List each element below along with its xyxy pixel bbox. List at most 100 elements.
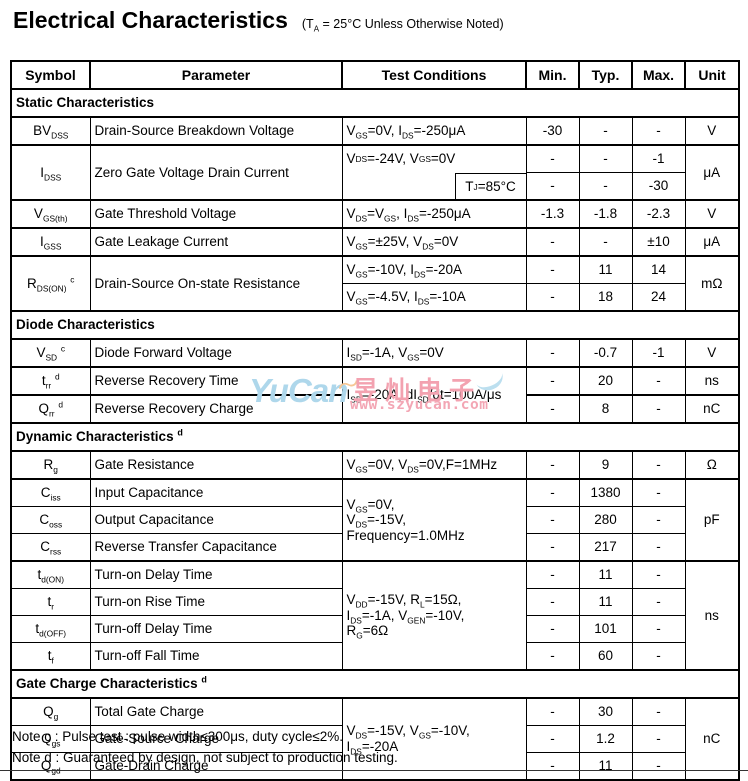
table-row: Qg Total Gate Charge VDS=-15V, VGS=-10V, ID… [10, 697, 740, 781]
parameter-cell: Turn-off Delay Time [89, 615, 343, 643]
value-cell: - [631, 116, 686, 146]
value-cell: - [631, 752, 686, 781]
unit-cell: Ω [684, 450, 740, 480]
parameter-cell: Total Gate Charge [89, 697, 343, 726]
electrical-characteristics-table: Symbol Parameter Test Conditions Min. Ty… [10, 60, 740, 781]
value-cell: - [631, 533, 686, 562]
value-cell: 280 [578, 506, 633, 534]
parameter-cell: Reverse Transfer Capacitance [89, 533, 343, 562]
page-title-condition-note: (TA = 25°C Unless Otherwise Noted) [301, 17, 504, 34]
page-bottom-divider [0, 770, 748, 771]
section-title: Gate Charge Characteristics d [10, 669, 740, 699]
conditions-cell: VGS=0V, IDS=-250μA [341, 116, 527, 146]
value-cell: - [525, 697, 580, 726]
table-row: VGS=-4.5V, IDS=-10A -18 24 [11, 283, 739, 312]
table-row: tf Turn-off Fall Time -60- [10, 642, 739, 671]
value-cell: - [631, 366, 686, 396]
value-cell: - [525, 752, 580, 781]
column-header-test-conditions: Test Conditions [341, 60, 527, 90]
parameter-cell: Turn-off Fall Time [89, 642, 343, 671]
section-title: Diode Characteristics [10, 310, 740, 340]
symbol-cell: Crss [10, 533, 91, 562]
conditions-cell: V DS =-24V, V GS =0V T J =85°C [341, 144, 527, 201]
section-title: Static Characteristics [10, 88, 740, 118]
value-cell: 14 [631, 255, 686, 284]
conditions-cell: VDS=-15V, VGS=-10V, IDS=-20A [341, 697, 527, 781]
table-row: Ciss Input Capacitance VGS=0V, VDS=-15V, Fre… [10, 478, 740, 562]
column-header-min: Min. [525, 60, 580, 90]
parameter-cell: Gate-Source Charge [89, 725, 343, 753]
table-row: Qgs Gate-Source Charge -1.2- [10, 725, 739, 753]
value-cell: - [525, 366, 580, 396]
value-cell: - [631, 450, 686, 480]
value-cell: - [578, 172, 633, 201]
value-cell: - [525, 172, 580, 201]
symbol-cell: trr d [10, 366, 91, 396]
value-cell: - [525, 533, 580, 562]
value-cell: - [525, 450, 580, 480]
symbol-cell: td(ON) [10, 560, 91, 589]
unit-cell: mΩ [684, 255, 740, 312]
parameter-cell: Zero Gate Voltage Drain Current [89, 144, 343, 201]
symbol-cell: BVDSS [10, 116, 91, 146]
conditions-cell: VGS=0V, VDS=0V,F=1MHz [341, 450, 527, 480]
parameter-cell: Reverse Recovery Time [89, 366, 343, 396]
symbol-cell: Ciss [10, 478, 91, 507]
column-header-unit: Unit [684, 60, 740, 90]
table-row: BVDSS Drain-Source Breakdown Voltage VGS=0… [10, 116, 740, 146]
unit-cell: pF [684, 478, 740, 562]
conditions-cell: VDD=-15V, RL=15Ω, IDS=-1A, VGEN=-10V, RG=6… [341, 560, 527, 671]
table-row: trr d Reverse Recovery Time ISD=-20A, dISD… [10, 366, 740, 424]
column-header-typ: Typ. [578, 60, 633, 90]
value-cell: -0.7 [578, 338, 633, 368]
symbol-cell: Qgs [10, 725, 91, 753]
column-header-max: Max. [631, 60, 686, 90]
symbol-cell: tf [10, 642, 91, 671]
conditions-cell: VGS=0V, VDS=-15V, Frequency=1.0MHz [341, 478, 527, 562]
section-row: Dynamic Characteristics d [10, 422, 740, 452]
unit-cell: V [684, 199, 740, 229]
unit-cell: nC [684, 394, 740, 424]
value-cell: -30 [525, 116, 580, 146]
conditions-cell: VDS=VGS, IDS=-250μA [341, 199, 527, 229]
value-cell: -2.3 [631, 199, 686, 229]
section-row: Diode Characteristics [10, 310, 740, 340]
value-cell: 1380 [578, 478, 633, 507]
symbol-cell: Coss [10, 506, 91, 534]
section-row: Gate Charge Characteristics d [10, 669, 740, 699]
unit-cell: μA [684, 144, 740, 201]
value-cell: 30 [578, 697, 633, 726]
value-cell: 1.2 [578, 725, 633, 753]
value-cell: - [578, 144, 633, 173]
value-cell: - [631, 506, 686, 534]
parameter-cell: Input Capacitance [89, 478, 343, 507]
value-cell: 217 [578, 533, 633, 562]
table-row: tr Turn-on Rise Time -11- [10, 588, 739, 616]
value-cell: -1.8 [578, 199, 633, 229]
value-cell: 8 [578, 394, 633, 424]
section-row: Static Characteristics [10, 88, 740, 118]
parameter-cell: Gate Resistance [89, 450, 343, 480]
table-row: VGS(th) Gate Threshold Voltage VDS=VGS, ID… [10, 199, 740, 229]
table-row: Rg Gate Resistance VGS=0V, VDS=0V,F=1MHz -9… [10, 450, 740, 480]
parameter-cell: Drain-Source On-state Resistance [89, 255, 343, 312]
table-row: Crss Reverse Transfer Capacitance -217- [10, 533, 739, 562]
value-cell: - [525, 144, 580, 173]
value-cell: - [525, 255, 580, 284]
value-cell: 18 [578, 283, 633, 312]
unit-cell: V [684, 338, 740, 368]
value-cell: 11 [578, 752, 633, 781]
conditions-cell: ISD=-20A, dISD/dt=100A/μs [341, 366, 527, 424]
value-cell: ±10 [631, 227, 686, 257]
value-cell: - [525, 560, 580, 589]
page-header: Electrical Characteristics (TA = 25°C Un… [13, 7, 504, 34]
symbol-cell: td(OFF) [10, 615, 91, 643]
value-cell: - [631, 588, 686, 616]
table-row: td(ON) Turn-on Delay Time VDD=-15V, RL=15Ω… [10, 560, 740, 671]
parameter-cell: Turn-on Rise Time [89, 588, 343, 616]
value-cell: - [631, 725, 686, 753]
symbol-cell: tr [10, 588, 91, 616]
value-cell: 60 [578, 642, 633, 671]
value-cell: - [631, 615, 686, 643]
value-cell: - [525, 394, 580, 424]
